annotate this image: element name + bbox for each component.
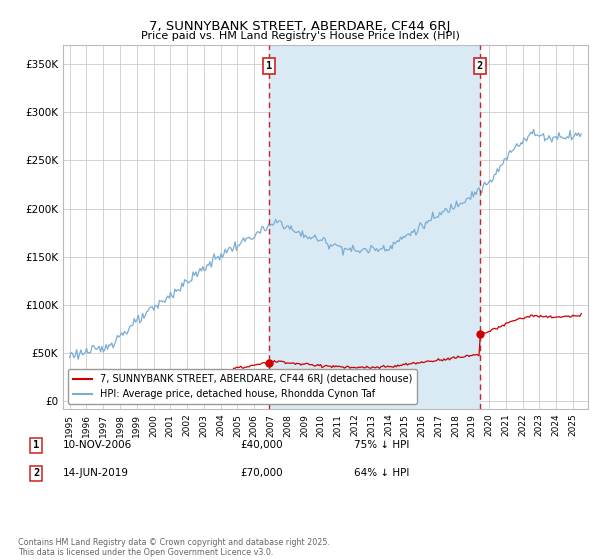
Text: 75% ↓ HPI: 75% ↓ HPI — [354, 440, 409, 450]
Bar — [269, 45, 480, 409]
Legend: 7, SUNNYBANK STREET, ABERDARE, CF44 6RJ (detached house), HPI: Average price, de: 7, SUNNYBANK STREET, ABERDARE, CF44 6RJ … — [68, 370, 417, 404]
Text: 64% ↓ HPI: 64% ↓ HPI — [354, 468, 409, 478]
Text: £70,000: £70,000 — [240, 468, 283, 478]
Text: 10-NOV-2006: 10-NOV-2006 — [63, 440, 132, 450]
Text: 7, SUNNYBANK STREET, ABERDARE, CF44 6RJ: 7, SUNNYBANK STREET, ABERDARE, CF44 6RJ — [149, 20, 451, 32]
Text: 14-JUN-2019: 14-JUN-2019 — [63, 468, 129, 478]
Text: 1: 1 — [266, 61, 272, 71]
Text: Contains HM Land Registry data © Crown copyright and database right 2025.
This d: Contains HM Land Registry data © Crown c… — [18, 538, 330, 557]
Text: 2: 2 — [33, 468, 39, 478]
Text: 2: 2 — [476, 61, 483, 71]
Text: 1: 1 — [33, 440, 39, 450]
Text: Price paid vs. HM Land Registry's House Price Index (HPI): Price paid vs. HM Land Registry's House … — [140, 31, 460, 41]
Text: £40,000: £40,000 — [240, 440, 283, 450]
